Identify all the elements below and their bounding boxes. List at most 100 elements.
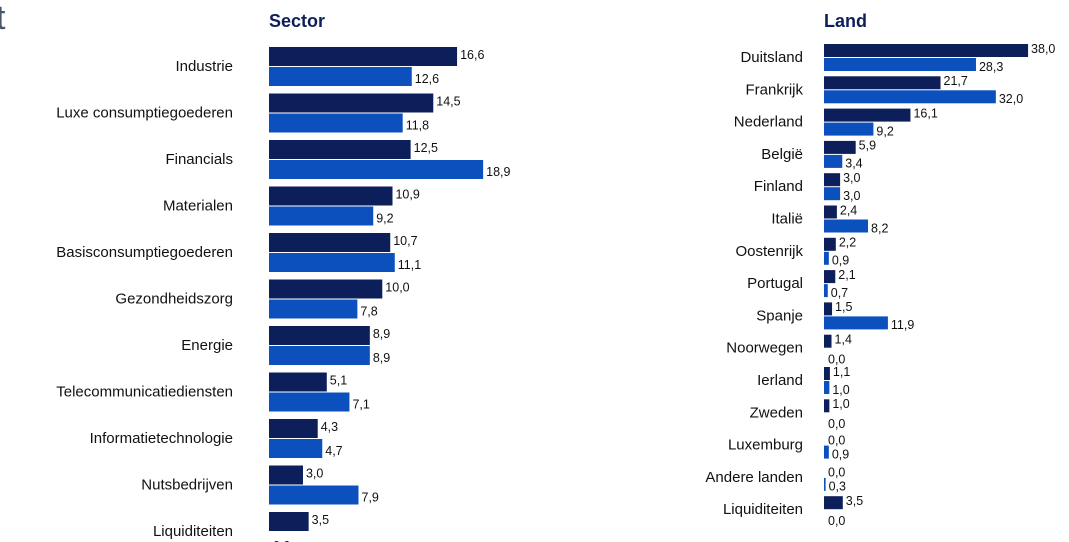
bar	[824, 90, 996, 104]
bar	[269, 67, 412, 86]
value-label: 0,7	[831, 286, 848, 300]
category-label: Energie	[181, 337, 233, 354]
category-label: Zweden	[750, 404, 803, 421]
bar	[269, 160, 484, 179]
value-label: 11,1	[398, 258, 421, 272]
bar	[824, 284, 828, 298]
value-label: 0,0	[273, 539, 290, 542]
bar	[824, 205, 837, 219]
value-label: 3,0	[843, 189, 860, 203]
category-label: Financials	[165, 151, 233, 168]
category-label: Industrie	[175, 58, 233, 75]
value-label: 16,6	[460, 48, 484, 62]
category-label: Spanje	[756, 307, 803, 324]
value-label: 38,0	[1031, 42, 1055, 56]
chart-title: Sector	[269, 11, 325, 31]
bar	[269, 512, 309, 531]
bar	[824, 108, 911, 122]
value-label: 4,7	[325, 444, 342, 458]
bar	[824, 140, 856, 154]
category-label: België	[761, 146, 803, 163]
value-label: 8,2	[871, 221, 888, 235]
bar	[269, 419, 318, 438]
value-label: 8,9	[373, 327, 390, 341]
bar	[269, 233, 391, 252]
value-label: 12,6	[415, 72, 439, 86]
category-label: Basisconsumptiegoederen	[56, 244, 233, 261]
value-label: 1,5	[835, 300, 852, 314]
bar	[824, 302, 833, 316]
category-label: Finland	[754, 178, 803, 195]
bar	[824, 381, 830, 394]
value-label: 0,0	[828, 514, 845, 528]
bar	[269, 465, 303, 485]
value-label: 11,8	[406, 118, 429, 132]
value-label: 18,9	[486, 165, 510, 179]
value-label: 8,9	[373, 351, 390, 365]
value-label: 0,0	[828, 417, 845, 431]
value-label: 10,7	[393, 234, 417, 248]
value-label: 3,0	[843, 171, 860, 185]
bar	[824, 496, 843, 510]
bar	[824, 477, 826, 491]
bar	[824, 237, 836, 251]
category-label: Italië	[771, 210, 803, 227]
category-label: Duitsland	[740, 49, 803, 66]
category-label: Noorwegen	[726, 340, 803, 357]
value-label: 11,9	[891, 318, 914, 332]
category-label: Ierland	[757, 372, 803, 389]
value-label: 3,5	[312, 513, 329, 527]
category-label: Liquiditeiten	[153, 523, 233, 540]
value-label: 7,8	[360, 304, 377, 318]
value-label: 10,0	[385, 280, 409, 294]
bar	[824, 122, 874, 136]
value-label: 28,3	[979, 60, 1003, 74]
bar	[269, 299, 358, 319]
chart-title: Land	[824, 11, 867, 31]
bar	[269, 279, 383, 299]
value-label: 4,3	[321, 420, 338, 434]
value-label: 5,9	[859, 139, 876, 153]
value-label: 9,2	[376, 211, 393, 225]
value-label: 3,0	[306, 466, 323, 480]
value-label: 16,1	[913, 106, 937, 120]
bar	[824, 76, 941, 90]
bar	[269, 326, 370, 345]
category-label: Nederland	[734, 114, 803, 131]
value-label: 9,2	[876, 124, 893, 138]
bar	[269, 93, 434, 113]
bar	[824, 251, 829, 265]
bar	[269, 439, 323, 458]
value-label: 0,9	[832, 447, 849, 461]
value-label: 1,4	[835, 332, 852, 346]
bar	[269, 372, 327, 392]
value-label: 7,9	[362, 490, 379, 504]
value-label: 1,0	[832, 383, 849, 397]
bar	[824, 154, 843, 168]
bar	[824, 334, 832, 348]
bar	[269, 113, 403, 133]
bar	[824, 219, 869, 233]
value-label: 3,4	[845, 157, 862, 171]
category-label: Frankrijk	[745, 81, 803, 98]
category-label: Materialen	[163, 197, 233, 214]
bar	[824, 58, 976, 71]
bar	[824, 44, 1029, 57]
category-label: Liquiditeiten	[723, 501, 803, 518]
value-label: 21,7	[944, 74, 968, 88]
category-label: Oostenrijk	[735, 243, 803, 260]
bar	[824, 445, 829, 459]
value-label: 1,1	[833, 365, 850, 379]
category-label: Portugal	[747, 275, 803, 292]
bar	[269, 186, 393, 206]
value-label: 0,3	[829, 480, 846, 494]
category-label: Telecommunicatiediensten	[56, 383, 233, 400]
value-label: 5,1	[330, 373, 347, 387]
value-label: 12,5	[414, 141, 438, 155]
bar	[269, 47, 458, 66]
value-label: 0,0	[828, 433, 845, 447]
value-label: 7,1	[352, 397, 369, 411]
bar	[824, 399, 830, 413]
bar	[824, 367, 830, 380]
bar	[269, 253, 395, 272]
